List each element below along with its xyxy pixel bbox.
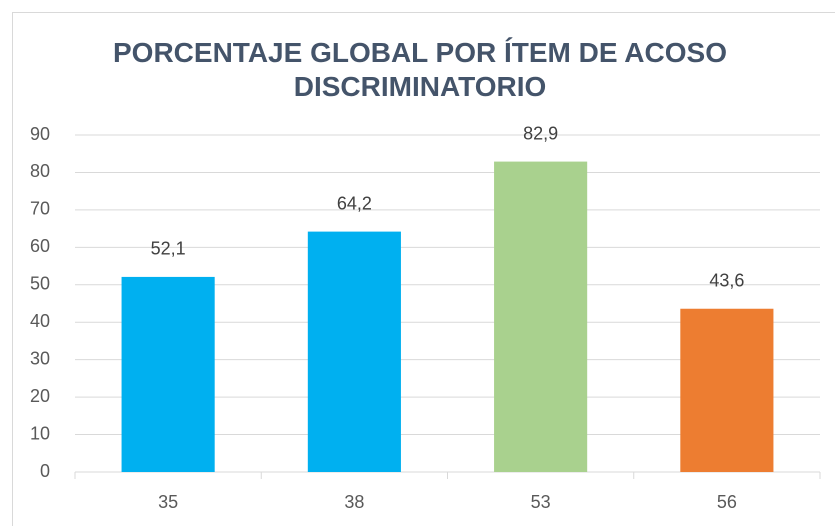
chart-title: PORCENTAJE GLOBAL POR ÍTEM DE ACOSO DISC…	[113, 37, 727, 102]
data-label: 52,1	[151, 239, 186, 259]
chart-border	[12, 12, 835, 526]
x-tick-label: 56	[717, 492, 737, 512]
y-tick-label: 30	[30, 348, 50, 368]
x-tick-label: 35	[158, 492, 178, 512]
y-tick-label: 40	[30, 311, 50, 331]
bar	[307, 231, 401, 472]
bar	[121, 276, 215, 472]
y-tick-label: 70	[30, 199, 50, 219]
data-label: 82,9	[523, 123, 558, 143]
y-tick-label: 10	[30, 423, 50, 443]
x-tick-label: 53	[531, 492, 551, 512]
x-tick-label: 38	[344, 492, 364, 512]
y-tick-label: 90	[30, 124, 50, 144]
y-tick-label: 20	[30, 386, 50, 406]
y-tick-label: 80	[30, 161, 50, 181]
y-tick-label: 60	[30, 236, 50, 256]
y-tick-label: 0	[40, 461, 50, 481]
data-label: 43,6	[709, 270, 744, 290]
y-tick-label: 50	[30, 274, 50, 294]
bar	[680, 308, 774, 472]
data-label: 64,2	[337, 193, 372, 213]
bar	[494, 161, 588, 472]
